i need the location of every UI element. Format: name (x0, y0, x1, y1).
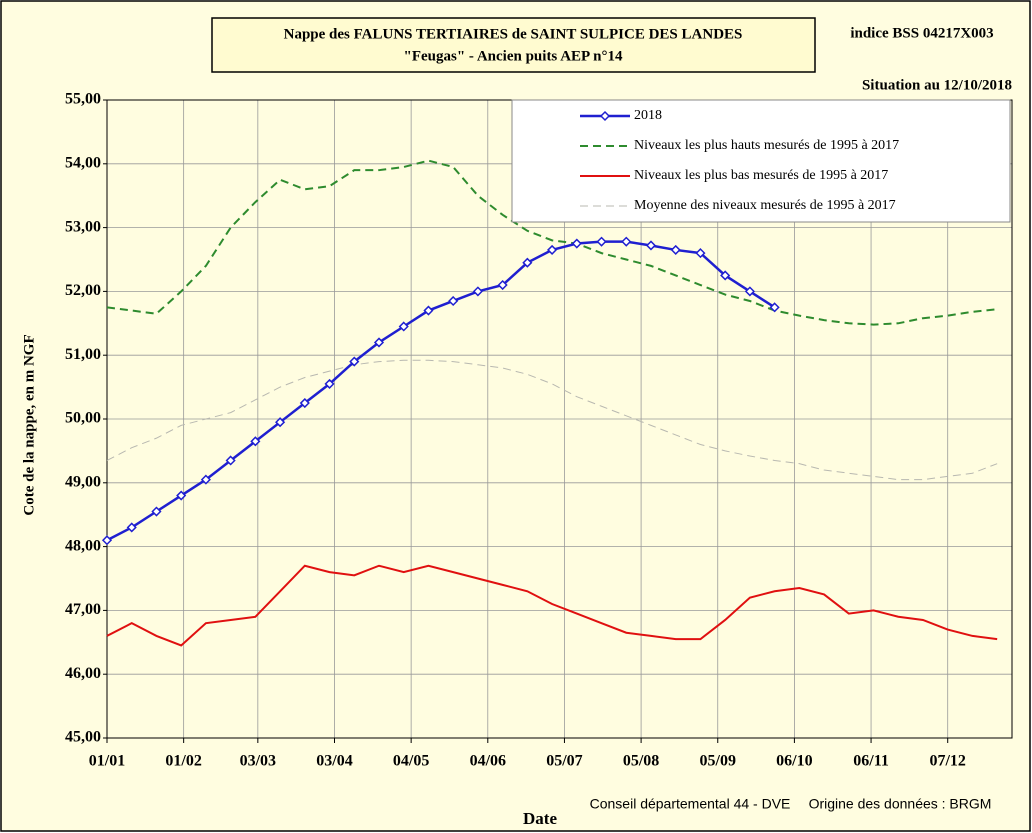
x-tick-label: 03/04 (316, 753, 352, 770)
y-tick-label: 49,00 (65, 473, 101, 490)
data-point (769, 302, 780, 313)
title-box (211, 17, 816, 73)
x-tick-label: 06/10 (776, 753, 812, 770)
data-point (645, 240, 657, 251)
series-line (106, 359, 998, 481)
y-tick-label: 52,00 (65, 282, 101, 299)
legend-label: 2018 (634, 108, 662, 123)
series-line (106, 159, 998, 326)
data-point (299, 397, 310, 409)
data-point (200, 474, 211, 485)
data-point (151, 506, 162, 517)
y-tick-label: 45,00 (65, 729, 101, 746)
credit: Conseil départemental 44 - DVE (590, 796, 791, 812)
data-point (373, 337, 385, 348)
data-point (621, 236, 632, 247)
legend-label: Moyenne des niveaux mesurés de 1995 à 20… (634, 198, 896, 213)
y-tick-label: 46,00 (65, 665, 101, 682)
data-point (497, 279, 508, 291)
legend-label: Niveaux les plus hauts mesurés de 1995 à… (634, 138, 899, 153)
data-point (720, 270, 731, 281)
data-point (670, 244, 681, 255)
x-tick-label: 06/11 (853, 753, 889, 770)
data-point (101, 535, 113, 546)
data-point (349, 356, 360, 367)
x-tick-label: 04/06 (470, 753, 506, 770)
series-line (106, 564, 998, 647)
data-point (225, 455, 236, 466)
data-point (398, 321, 409, 332)
y-tick-label: 53,00 (65, 218, 101, 235)
chart-subtitle: "Feugas" - Ancien puits AEP n°14 (404, 48, 623, 64)
data-point (250, 436, 261, 447)
bss-index: indice BSS 04217X003 (850, 25, 993, 41)
data-point (695, 248, 706, 259)
y-tick-label: 55,00 (65, 91, 101, 108)
legend-box (511, 99, 1011, 223)
y-axis-label: Cote de la nappe, en m NGF (21, 334, 37, 515)
y-tick-label: 47,00 (65, 601, 101, 618)
data-point (423, 305, 434, 316)
x-axis-label: Date (523, 809, 557, 828)
legend-marker (599, 110, 611, 122)
data-point (176, 490, 187, 501)
situation-date: Situation au 12/10/2018 (862, 77, 1012, 93)
data-point (448, 295, 459, 307)
x-tick-label: 05/09 (700, 753, 736, 770)
y-tick-label: 50,00 (65, 410, 101, 427)
data-point (571, 238, 582, 249)
source: Origine des données : BRGM (809, 796, 992, 812)
x-tick-label: 05/08 (623, 753, 659, 770)
y-tick-label: 54,00 (65, 154, 101, 171)
data-point (522, 257, 533, 268)
x-tick-label: 01/01 (89, 753, 125, 770)
x-tick-label: 04/05 (393, 753, 429, 770)
data-point (744, 286, 755, 297)
data-point (547, 244, 558, 255)
series-line (106, 240, 776, 542)
data-point (596, 236, 607, 247)
data-point (275, 417, 286, 428)
legend-label: Niveaux les plus bas mesurés de 1995 à 2… (634, 168, 888, 183)
x-tick-label: 01/02 (165, 753, 201, 770)
x-tick-label: 03/03 (240, 753, 276, 770)
chart-title: Nappe des FALUNS TERTIAIRES de SAINT SUL… (284, 26, 743, 42)
data-point (472, 286, 483, 297)
x-tick-label: 07/12 (929, 753, 965, 770)
data-point (324, 378, 335, 389)
x-tick-label: 05/07 (546, 753, 582, 770)
y-tick-label: 48,00 (65, 537, 101, 554)
y-tick-label: 51,00 (65, 346, 101, 363)
data-point (126, 522, 137, 533)
